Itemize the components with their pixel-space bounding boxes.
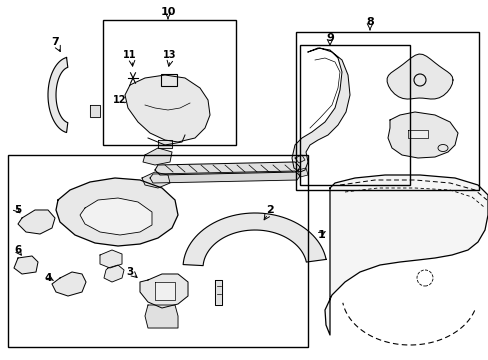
Text: 7: 7: [51, 37, 59, 47]
Polygon shape: [183, 213, 325, 266]
Polygon shape: [14, 256, 38, 274]
Polygon shape: [386, 54, 452, 99]
Text: 10: 10: [160, 7, 175, 17]
Polygon shape: [142, 148, 172, 165]
Polygon shape: [145, 305, 178, 328]
Polygon shape: [155, 282, 175, 300]
Polygon shape: [294, 155, 305, 163]
Text: 6: 6: [14, 245, 21, 255]
Polygon shape: [80, 198, 152, 235]
Text: 9: 9: [325, 33, 333, 43]
Polygon shape: [407, 130, 427, 138]
Text: 5: 5: [14, 205, 21, 215]
Polygon shape: [142, 172, 170, 188]
Polygon shape: [56, 178, 178, 246]
Bar: [295, 32, 478, 190]
Polygon shape: [150, 171, 299, 183]
Bar: [299, 45, 409, 185]
Polygon shape: [291, 48, 349, 172]
Polygon shape: [100, 250, 122, 268]
Polygon shape: [48, 58, 68, 132]
Text: 8: 8: [366, 17, 373, 27]
Text: 2: 2: [265, 205, 273, 215]
Polygon shape: [125, 75, 209, 142]
Polygon shape: [387, 112, 457, 158]
Polygon shape: [155, 162, 299, 175]
Text: 3: 3: [126, 267, 133, 277]
Polygon shape: [215, 280, 222, 305]
Text: 11: 11: [123, 50, 137, 60]
Polygon shape: [18, 210, 55, 234]
Text: 12: 12: [113, 95, 126, 105]
Polygon shape: [297, 168, 307, 177]
Polygon shape: [90, 105, 100, 117]
Polygon shape: [104, 265, 124, 282]
Text: 1: 1: [318, 230, 325, 240]
Polygon shape: [158, 140, 172, 148]
Bar: [8, 155, 307, 347]
Bar: [103, 20, 236, 145]
Polygon shape: [140, 274, 187, 308]
Text: 13: 13: [163, 50, 176, 60]
Polygon shape: [325, 175, 487, 335]
Polygon shape: [52, 272, 86, 296]
Bar: [161, 74, 177, 86]
Text: 4: 4: [44, 273, 52, 283]
